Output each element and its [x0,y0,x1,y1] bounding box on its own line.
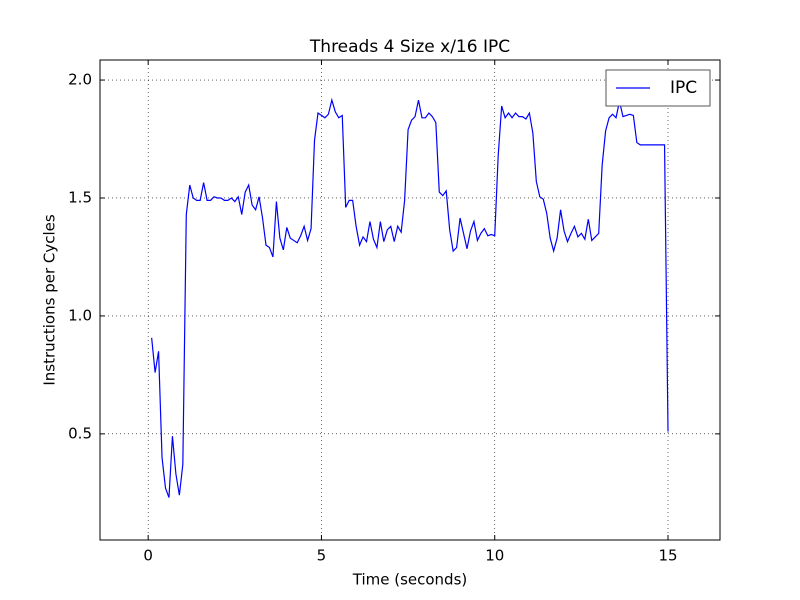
y-tick-label: 1.5 [68,188,92,206]
legend-label: IPC [670,78,697,98]
y-tick-label: 1.0 [68,306,92,324]
chart-title: Threads 4 Size x/16 IPC [309,37,510,57]
data-line [151,97,669,498]
y-axis-label: Instructions per Cycles [41,214,59,386]
x-tick-label: 0 [143,547,153,565]
x-tick-label: 10 [485,547,504,565]
y-tick-label: 2.0 [68,71,92,89]
x-tick-label: 15 [658,547,677,565]
plot-frame [99,59,721,541]
x-axis-label: Time (seconds) [352,571,468,589]
x-tick-label: 5 [317,547,327,565]
y-tick-label: 0.5 [68,424,92,442]
